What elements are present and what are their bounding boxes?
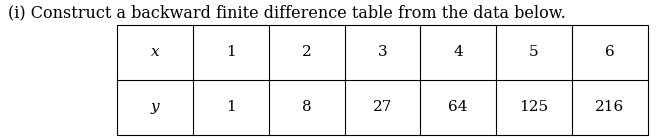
Text: 8: 8 [302, 100, 311, 114]
Text: 6: 6 [605, 45, 615, 59]
Bar [117, 25, 648, 135]
Text: 125: 125 [519, 100, 548, 114]
Text: 64: 64 [448, 100, 468, 114]
Text: 27: 27 [373, 100, 392, 114]
Text: 1: 1 [226, 100, 236, 114]
Text: 4: 4 [454, 45, 463, 59]
Text: 216: 216 [595, 100, 624, 114]
Text: 5: 5 [529, 45, 539, 59]
Text: (i) Construct a backward finite difference table from the data below.: (i) Construct a backward finite differen… [8, 4, 566, 21]
Text: 1: 1 [226, 45, 236, 59]
Text: 3: 3 [378, 45, 387, 59]
Text: y: y [151, 100, 160, 114]
Text: x: x [151, 45, 160, 59]
Text: 2: 2 [302, 45, 311, 59]
